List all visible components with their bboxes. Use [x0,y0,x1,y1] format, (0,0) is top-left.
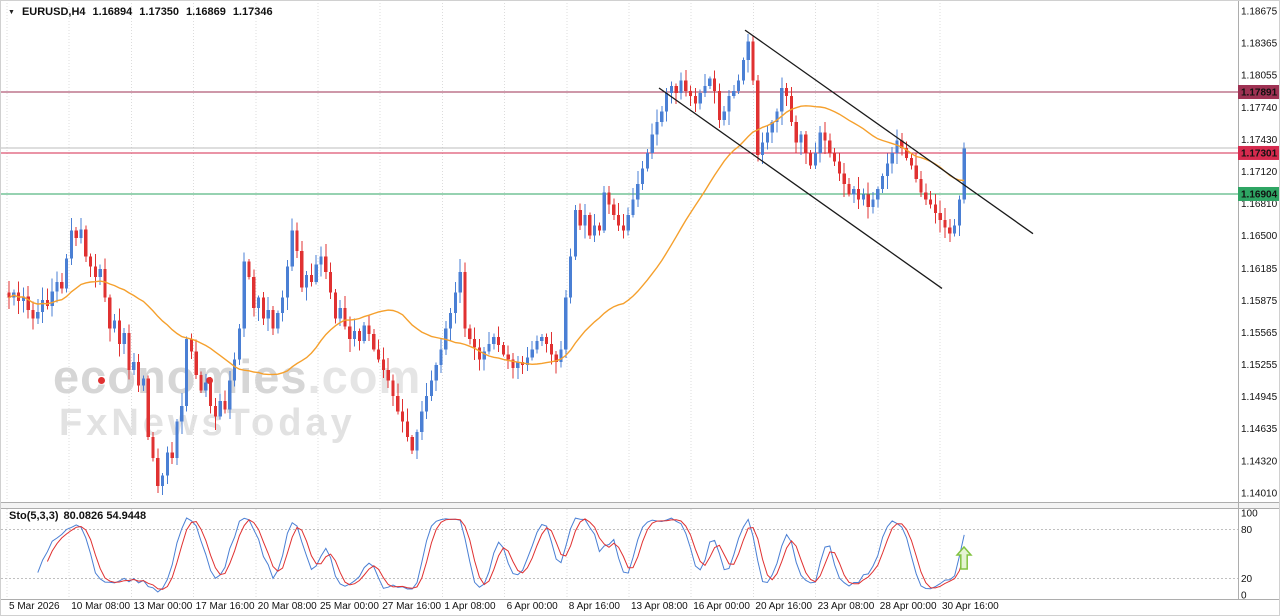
stochastic-axis-tick: 0 [1241,591,1247,602]
price-badge-label: 1.16904 [1241,189,1278,200]
price-axis-tick: 1.18675 [1241,7,1278,18]
price-badge[interactable] [1238,145,1280,160]
stochastic-axis-tick: 80 [1241,525,1253,536]
price-badges[interactable]: 1.17891 1.17301 1.16904 [1238,85,1280,201]
time-axis-tick: 28 Apr 00:00 [880,601,937,612]
time-axis-tick: 17 Mar 16:00 [196,601,255,612]
quote-low: 1.16869 [186,6,226,18]
quote-open: 1.16894 [92,6,133,18]
trendlines[interactable] [658,29,1034,289]
time-axis-tick: 13 Mar 00:00 [133,601,192,612]
price-axis-tick: 1.16500 [1241,231,1278,242]
price-axis-tick: 1.14945 [1241,392,1278,403]
time-axis: 5 Mar 2026 10 Mar 08:00 13 Mar 00:00 17 Mar… [9,601,999,612]
quote-high: 1.17350 [139,6,180,18]
price-axis-tick: 1.14010 [1241,489,1278,500]
price-axis-tick: 1.18055 [1241,71,1278,82]
logo-dot-icon [98,377,105,384]
symbol-dropdown-icon[interactable]: ▼ [8,8,15,16]
chart-header: ▼ EURUSD,H4 1.16894 1.17350 1.16869 1.17… [8,6,273,18]
time-axis-tick: 5 Mar 2026 [9,601,60,612]
time-axis-tick: 6 Apr 00:00 [507,601,559,612]
stochastic-axis-tick: 20 [1241,574,1253,585]
quote-close: 1.17346 [232,6,273,18]
time-axis-tick: 10 Mar 08:00 [71,601,130,612]
time-axis-tick: 1 Apr 08:00 [444,601,496,612]
time-axis-tick: 8 Apr 16:00 [569,601,621,612]
watermark-line2: FxNewsToday [59,402,356,444]
price-axis-tick: 1.15875 [1241,296,1278,307]
watermark-name: economies [53,350,308,403]
price-axis-tick: 1.17740 [1241,103,1278,114]
price-level-lines[interactable] [1,91,1238,195]
moving-average-line[interactable] [8,105,965,376]
price-badge-label: 1.17301 [1241,148,1278,159]
time-axis-tick: 20 Mar 08:00 [258,601,317,612]
price-axis-tick: 1.16810 [1241,199,1278,210]
stochastic-indicator-label: Sto(5,3,3) 80.0826 54.9448 [9,510,151,522]
time-axis-tick: 16 Apr 00:00 [693,601,750,612]
logo-dot-icon [206,377,213,384]
time-axis-tick: 27 Mar 16:00 [382,601,441,612]
stochastic-pane [1,517,1238,593]
stochastic-name: Sto(5,3,3) [9,510,59,522]
price-axis-tick: 1.15255 [1241,360,1278,371]
time-axis-tick: 23 Apr 08:00 [818,601,875,612]
price-axis-tick: 1.14635 [1241,424,1278,435]
price-axis-tick: 1.15565 [1241,328,1278,339]
time-axis-tick: 25 Mar 00:00 [320,601,379,612]
watermark-tld: .com [307,350,422,403]
price-badge[interactable] [1238,186,1280,201]
candlestick-series [7,34,966,495]
price-axis-tick: 1.16185 [1241,264,1278,275]
symbol-period-label: EURUSD,H4 [21,6,86,18]
stochastic-axis-tick: 100 [1241,509,1258,520]
price-axis-tick: 1.14320 [1241,456,1278,467]
price-badge[interactable] [1238,85,1280,100]
time-axis-tick: 30 Apr 16:00 [942,601,999,612]
price-axis-tick: 1.17120 [1241,167,1278,178]
time-axis-tick: 13 Apr 08:00 [631,601,688,612]
chart-grid [6,3,941,598]
trendline[interactable] [744,29,1034,235]
watermark-logo: economies.com FxNewsToday [53,353,421,442]
price-axis: 1.18675 1.18365 1.18055 1.17740 1.17430 1.171… [1241,7,1278,602]
stochastic-signal-line [46,518,965,590]
watermark-line1: economies.com [53,353,421,400]
trendline[interactable] [658,87,943,289]
chart-frame [1,1,1279,600]
stochastic-main-line [37,517,965,593]
time-axis-tick: 20 Apr 16:00 [755,601,812,612]
buy-signal-up-arrow-icon[interactable] [955,545,973,570]
price-badge-label: 1.17891 [1241,88,1278,99]
stochastic-values: 80.0826 54.9448 [63,510,147,522]
price-axis-tick: 1.18365 [1241,39,1278,50]
price-axis-tick: 1.17430 [1241,135,1278,146]
